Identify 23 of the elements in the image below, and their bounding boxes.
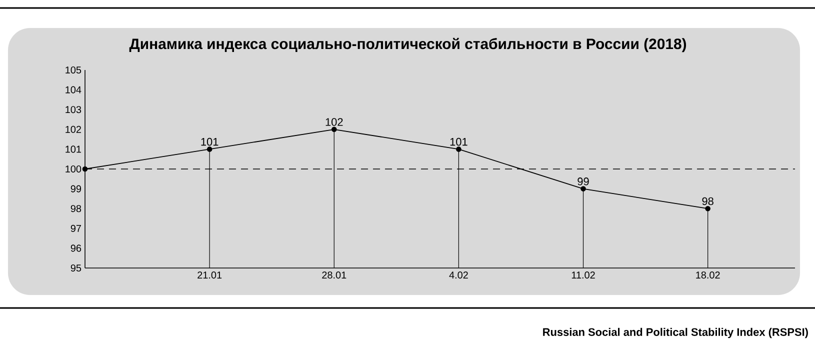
- data-label: 101: [201, 138, 218, 146]
- data-label: 98: [702, 197, 714, 206]
- x-tick-label: 4.02: [449, 272, 468, 279]
- data-label: 101: [450, 138, 468, 146]
- x-tick-label: 21.01: [198, 272, 222, 279]
- data-label: 99: [578, 178, 589, 186]
- x-tick-label: 18.02: [696, 272, 720, 279]
- y-tick-label: 95: [70, 264, 82, 272]
- data-label: 102: [326, 118, 343, 126]
- x-tick-label: 11.02: [572, 272, 595, 279]
- text: Russian Social and Political Stability Index (RSPSI): [543, 328, 808, 338]
- chart-title: Динамика индекса социально-политической стабильности в России (2018): [129, 38, 686, 52]
- y-tick-label: 97: [70, 224, 81, 232]
- y-tick-label: 101: [66, 146, 82, 153]
- y-tick-label: 103: [66, 106, 82, 114]
- y-tick-label: 104: [66, 86, 82, 94]
- y-tick-label: 105: [66, 66, 82, 74]
- x-tick-label: 28.01: [322, 272, 346, 279]
- y-tick-label: 96: [70, 244, 82, 252]
- y-tick-label: 100: [66, 165, 82, 173]
- y-tick-label: 102: [66, 126, 81, 133]
- y-tick-label: 98: [70, 205, 82, 212]
- y-tick-label: 99: [70, 185, 82, 192]
